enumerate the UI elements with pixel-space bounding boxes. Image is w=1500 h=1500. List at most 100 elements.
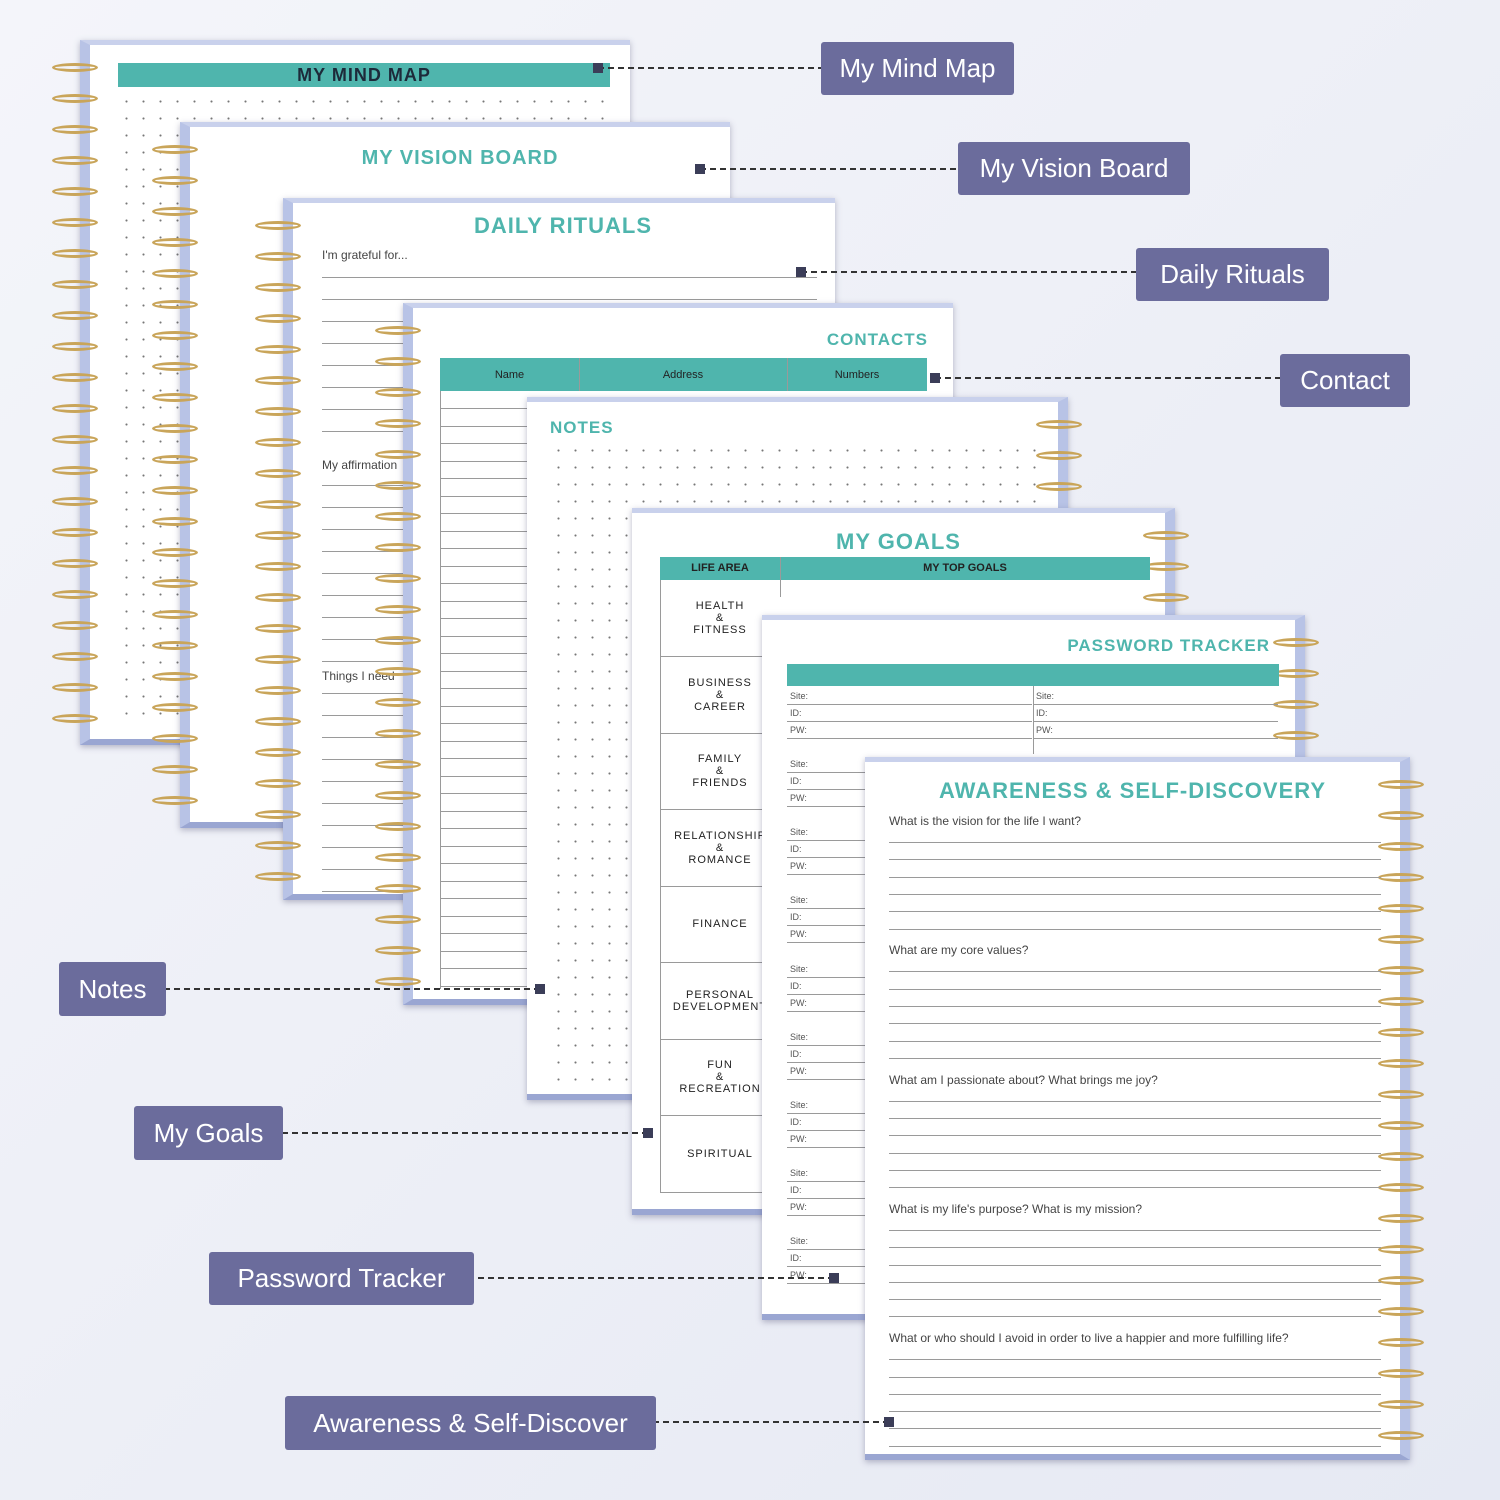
rule-line [1033,738,1278,739]
spiral-ring [375,884,421,893]
field-label: ID: [790,912,802,923]
title-bar [118,63,610,87]
spiral-ring [1273,638,1319,647]
spiral-ring [1378,780,1424,789]
rule-line [440,391,441,989]
field-label: Site: [790,691,809,701]
rule-line [889,1057,1381,1059]
spiral-ring [52,125,98,134]
rule-line [889,1229,1381,1231]
rule-line [889,928,1381,930]
field-label: PW: [1036,725,1053,735]
rule-line [889,1117,1381,1119]
anchor-dot [829,1273,839,1283]
spiral-ring [1378,1400,1424,1409]
callout-label: Password Tracker [209,1252,474,1305]
spiral-ring [152,300,198,309]
field-label: ID: [790,1185,802,1196]
spiral-ring [375,636,421,645]
anchor-dot [930,373,940,383]
rule-line [889,1376,1381,1378]
spiral-ring [1273,731,1319,740]
spiral-ring [255,314,301,323]
spiral-ring [152,703,198,712]
life-area-text: & [715,1071,725,1083]
spiral-ring [152,517,198,526]
column-header: MY TOP GOALS [923,562,1007,574]
column-header: Address [662,369,704,381]
spiral-ring [255,345,301,354]
rule-line [889,859,1381,861]
spiral-ring [152,579,198,588]
field-label: ID: [790,1048,802,1059]
spiral-ring [1378,1307,1424,1316]
spiral-ring [52,342,98,351]
spiral-ring [52,714,98,723]
spiral-ring [375,574,421,583]
rule-line [889,1169,1381,1171]
spiral-ring [52,528,98,537]
field-label: ID: [790,1117,802,1127]
spiral-ring [375,543,421,552]
spiral-ring [52,249,98,258]
rule-line [780,557,781,597]
spiral-ring [255,376,301,385]
field-label: PW: [790,1202,807,1213]
spiral-ring [52,187,98,196]
spiral-ring [1378,1152,1424,1161]
anchor-dot [884,1417,894,1427]
rule-line [889,1264,1381,1266]
life-area-text: & [715,688,725,701]
field-label: PW: [790,861,807,872]
spiral-ring [52,559,98,568]
rule-line [787,358,788,391]
column-header: LIFE AREA [691,562,749,574]
spiral-ring [1378,1369,1424,1378]
spiral-ring [1143,531,1189,540]
life-area: FINANCE [660,886,780,962]
callout-label: Awareness & Self-Discover [285,1396,656,1450]
spiral-ring [255,469,301,478]
spiral-ring [52,621,98,630]
spiral-ring [375,481,421,490]
spiral-ring [152,548,198,557]
spiral-ring [375,667,421,676]
life-area: RELATIONSHIP & ROMANCE [660,810,780,886]
spiral-ring [255,686,301,695]
spiral-ring [1378,966,1424,975]
life-area-text: FRIENDS [692,777,748,789]
life-area-text: CAREER [694,700,746,713]
spiral-ring [1378,811,1424,820]
spiral-ring [375,791,421,800]
field-label: Site: [790,895,809,906]
page-title: DAILY RITUALS [473,213,653,238]
callout-label: Contact [1280,354,1410,407]
spiral-ring [52,156,98,165]
spiral-ring [1378,904,1424,913]
rule-line [787,704,1032,705]
spiral-ring [375,760,421,769]
spiral-ring [375,326,421,335]
spiral-ring [52,466,98,475]
notebook-page: AWARENESS & SELF-DISCOVERY What is the vi… [865,757,1424,1460]
rule-line [787,721,1032,722]
life-area-text: & [715,765,725,777]
field-label: ID: [790,1253,802,1264]
spiral-ring [152,269,198,278]
spiral-ring [375,698,421,707]
spiral-ring [255,407,301,416]
rule-line [889,1393,1381,1395]
rule-line [889,1100,1381,1102]
spiral-ring [152,455,198,464]
spiral-ring [1378,1338,1424,1347]
spiral-ring [52,280,98,289]
rule-line [889,988,1381,990]
field-label: Site: [790,1100,809,1110]
spiral-ring [375,822,421,831]
life-area-text: HEALTH [695,600,745,612]
spiral-ring [255,531,301,540]
spiral-ring [152,424,198,433]
life-area: HEALTH & FITNESS [660,580,780,656]
spiral-ring [152,734,198,743]
spiral-ring [152,145,198,154]
